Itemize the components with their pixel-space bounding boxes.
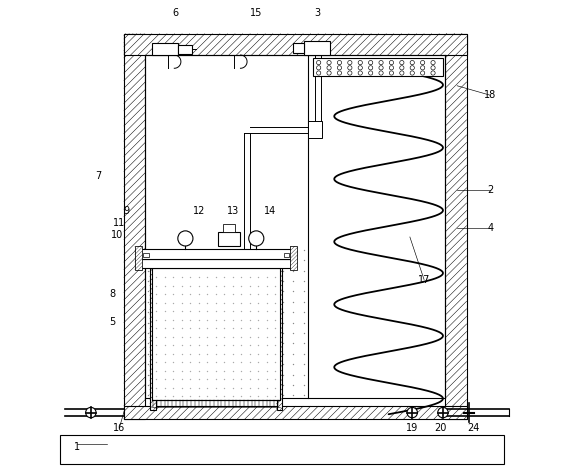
Polygon shape (124, 34, 145, 419)
Text: 12: 12 (193, 206, 205, 216)
Circle shape (178, 231, 193, 246)
Polygon shape (293, 43, 304, 53)
Polygon shape (445, 34, 467, 419)
Polygon shape (152, 268, 280, 400)
Text: 13: 13 (227, 206, 239, 216)
Text: 9: 9 (123, 206, 129, 216)
Circle shape (389, 66, 394, 70)
Circle shape (338, 66, 342, 70)
Text: 1: 1 (73, 442, 80, 452)
Polygon shape (313, 58, 443, 76)
Circle shape (348, 71, 352, 75)
Text: 6: 6 (173, 8, 179, 18)
Polygon shape (141, 249, 292, 259)
Polygon shape (152, 43, 179, 55)
Polygon shape (124, 406, 467, 419)
Text: 15: 15 (250, 8, 262, 18)
Text: 20: 20 (435, 423, 447, 433)
Circle shape (327, 71, 331, 75)
Circle shape (358, 61, 362, 65)
Circle shape (431, 66, 435, 70)
Circle shape (410, 71, 414, 75)
Polygon shape (124, 34, 467, 55)
Text: 3: 3 (315, 8, 321, 18)
Circle shape (316, 66, 321, 70)
Text: 11: 11 (113, 218, 125, 228)
Text: 4: 4 (487, 223, 493, 233)
Circle shape (249, 231, 264, 246)
Text: 18: 18 (484, 90, 497, 100)
Circle shape (358, 71, 362, 75)
Polygon shape (60, 436, 505, 464)
Text: 14: 14 (265, 206, 277, 216)
Circle shape (358, 66, 362, 70)
Text: 17: 17 (418, 274, 430, 284)
Circle shape (407, 407, 417, 418)
Polygon shape (135, 246, 142, 270)
Text: 24: 24 (467, 423, 480, 433)
Circle shape (86, 407, 96, 418)
Circle shape (379, 71, 383, 75)
Text: 10: 10 (111, 229, 123, 240)
Circle shape (400, 61, 404, 65)
Circle shape (348, 66, 352, 70)
Text: 8: 8 (109, 289, 115, 299)
Polygon shape (179, 45, 192, 54)
Polygon shape (223, 224, 235, 232)
Text: 7: 7 (95, 171, 101, 181)
Text: 5: 5 (109, 317, 115, 327)
Circle shape (316, 61, 321, 65)
Text: 16: 16 (113, 423, 125, 433)
Circle shape (410, 61, 414, 65)
Circle shape (327, 66, 331, 70)
Circle shape (369, 61, 373, 65)
Circle shape (438, 407, 448, 418)
Polygon shape (219, 232, 240, 246)
Circle shape (338, 61, 342, 65)
Circle shape (338, 71, 342, 75)
Text: 2: 2 (487, 185, 493, 195)
Polygon shape (308, 121, 321, 138)
Text: 19: 19 (406, 423, 418, 433)
Circle shape (400, 66, 404, 70)
Circle shape (410, 66, 414, 70)
Polygon shape (284, 253, 289, 257)
Circle shape (389, 71, 394, 75)
Circle shape (431, 61, 435, 65)
Circle shape (316, 71, 321, 75)
Circle shape (400, 71, 404, 75)
Polygon shape (141, 259, 292, 268)
Circle shape (379, 61, 383, 65)
Circle shape (421, 61, 425, 65)
Circle shape (431, 71, 435, 75)
Polygon shape (150, 258, 156, 410)
Circle shape (421, 66, 425, 70)
Circle shape (389, 61, 394, 65)
Circle shape (369, 66, 373, 70)
Polygon shape (143, 253, 149, 257)
Circle shape (327, 61, 331, 65)
Circle shape (348, 61, 352, 65)
Circle shape (379, 66, 383, 70)
Circle shape (421, 71, 425, 75)
Circle shape (369, 71, 373, 75)
Polygon shape (304, 41, 329, 55)
Polygon shape (277, 258, 282, 410)
Polygon shape (290, 246, 297, 270)
